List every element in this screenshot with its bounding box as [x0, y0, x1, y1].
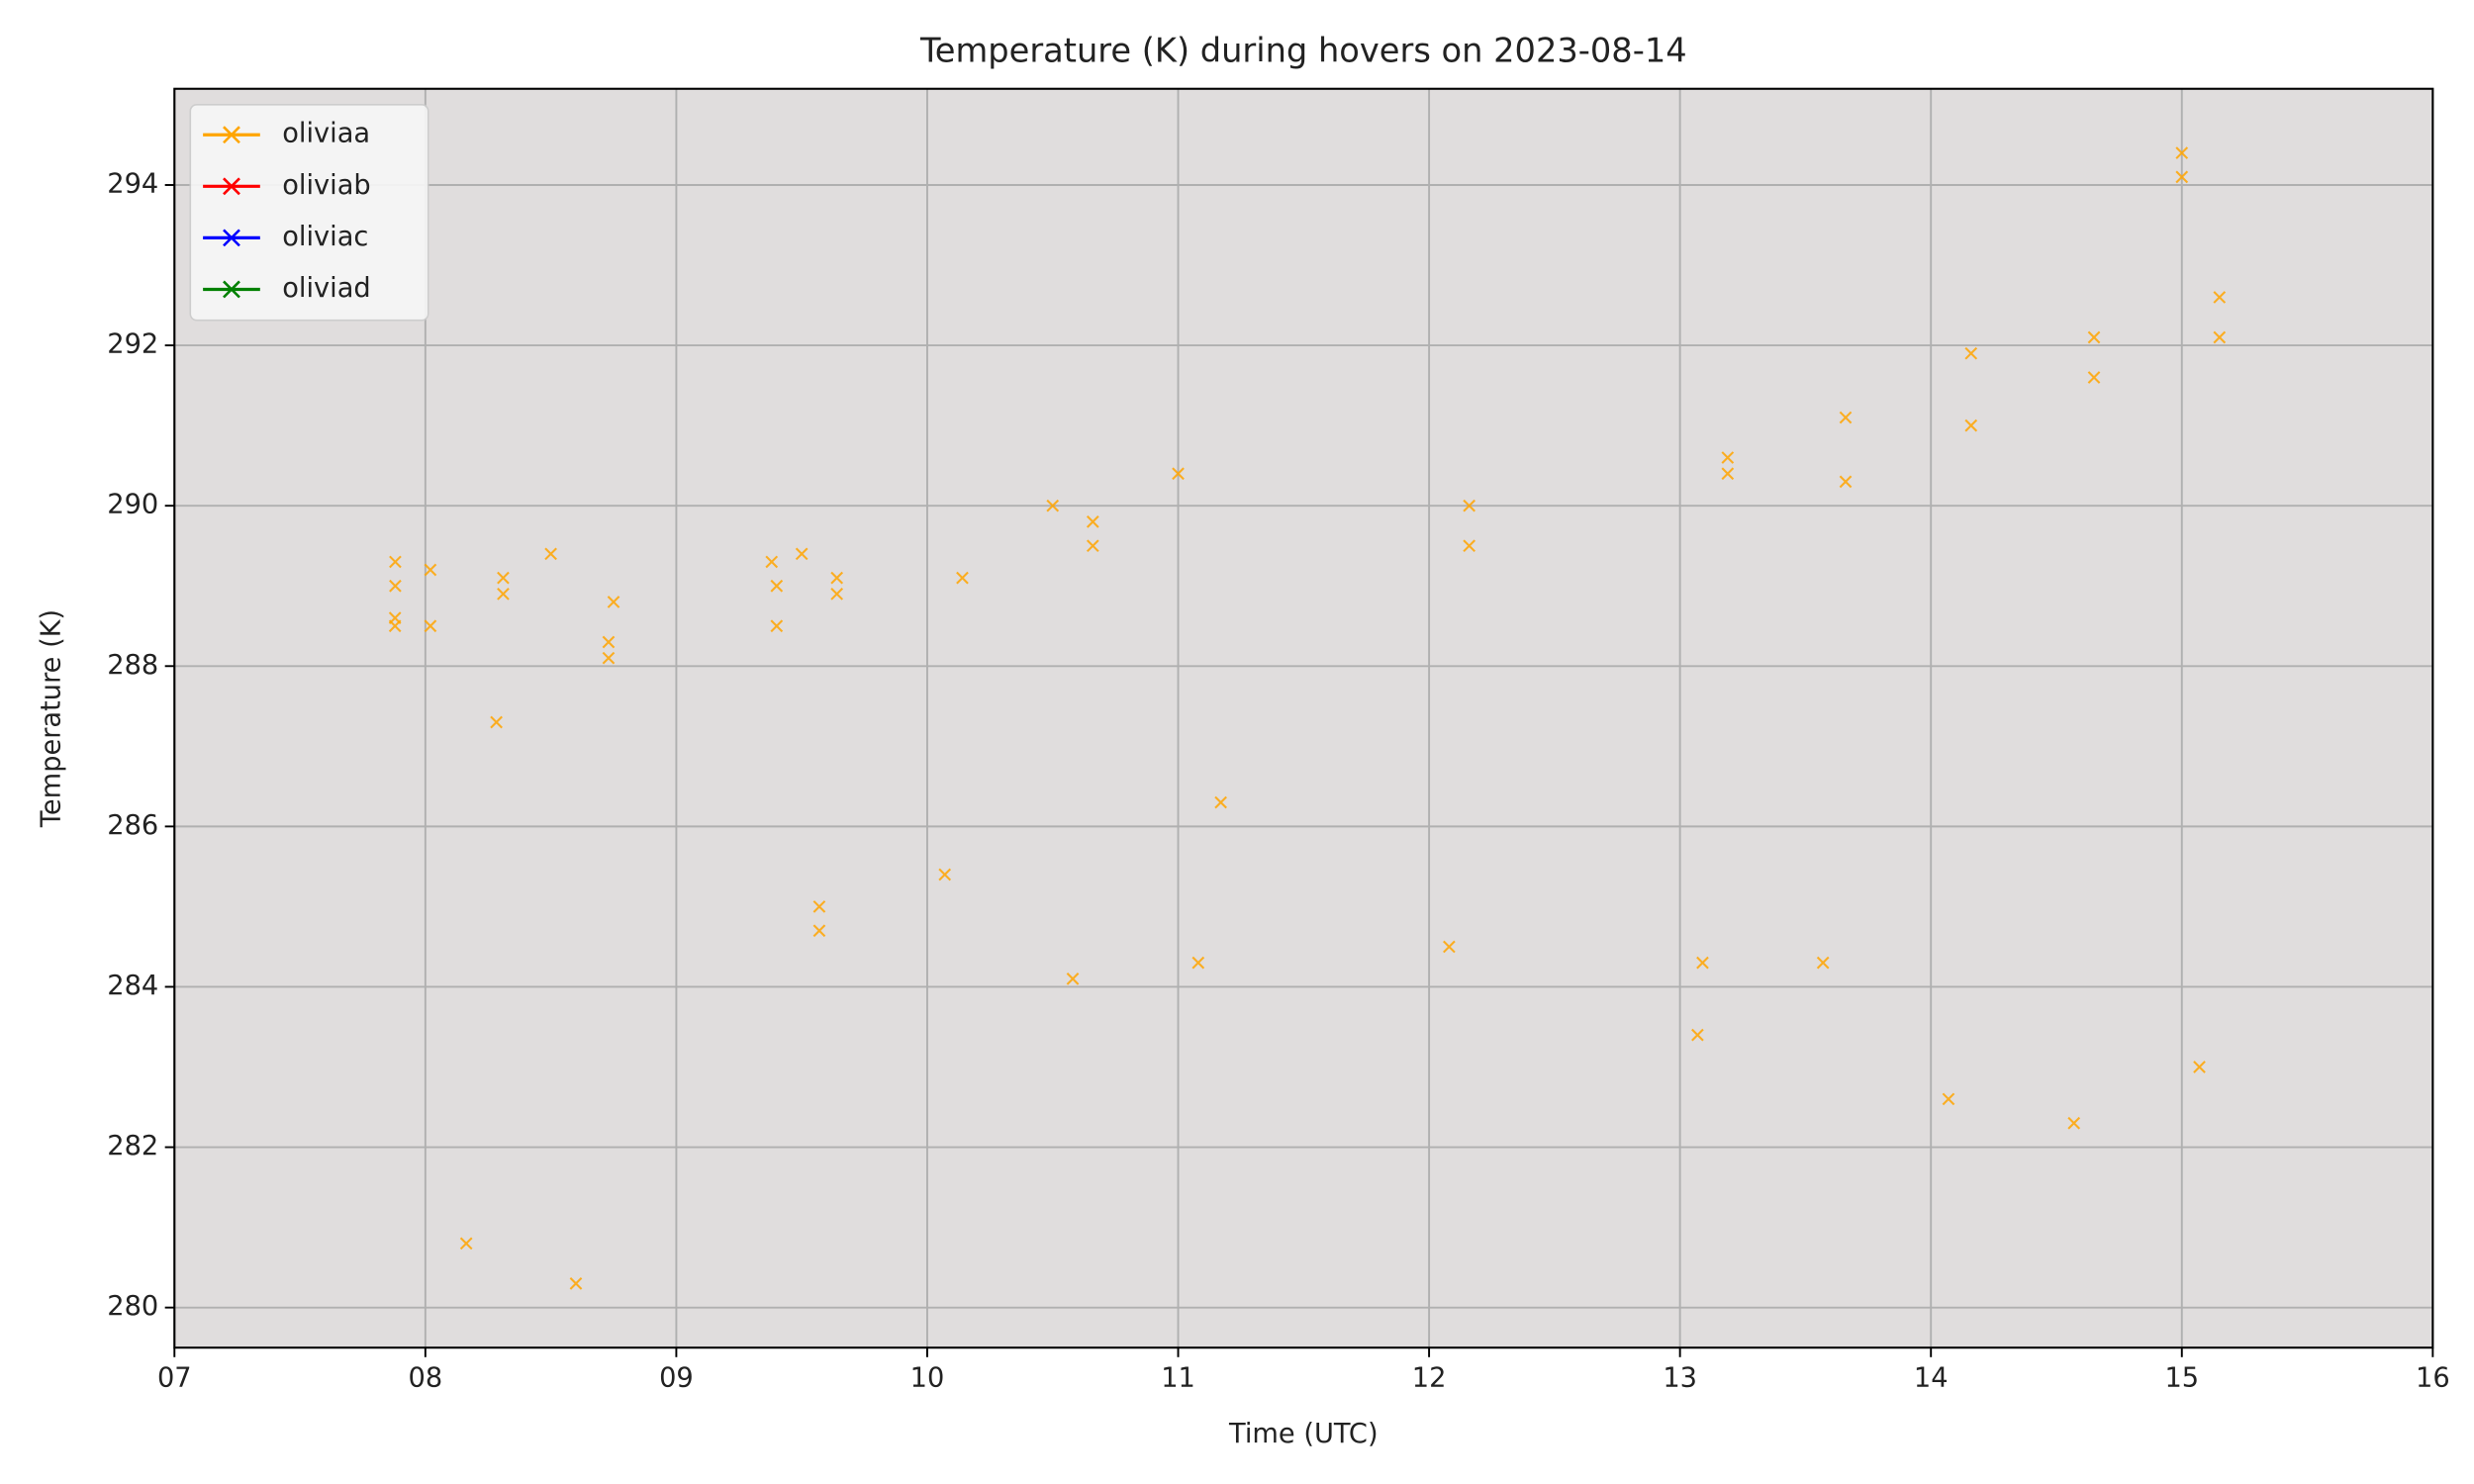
point [2087, 371, 2101, 384]
point [1214, 795, 1227, 809]
legend-label: oliviab [282, 170, 370, 201]
y-tick-label: 280 [107, 1291, 158, 1322]
point [459, 1237, 473, 1251]
legend-marker [223, 280, 240, 299]
point [2193, 1061, 2206, 1073]
point [1691, 1028, 1704, 1042]
y-tick-label: 286 [107, 810, 158, 841]
legend-label: oliviad [282, 273, 370, 304]
x-tick-label: 11 [1161, 1363, 1195, 1394]
x-tick-label: 13 [1663, 1363, 1697, 1394]
point [490, 715, 503, 729]
x-tick-label: 12 [1412, 1363, 1447, 1394]
y-tick-label: 282 [107, 1131, 158, 1161]
point [2175, 146, 2189, 159]
point [1696, 956, 1709, 970]
x-tick-label: 15 [2164, 1363, 2199, 1394]
point [1463, 499, 1476, 512]
point [1839, 411, 1853, 424]
y-axis-label: Temperature (K) [36, 609, 66, 828]
point [569, 1276, 583, 1290]
point [2087, 330, 2101, 344]
y-tick-label: 288 [107, 650, 158, 681]
point [1721, 451, 1735, 464]
point [1191, 956, 1205, 970]
point [602, 635, 616, 649]
point [1942, 1092, 1955, 1106]
point [765, 555, 779, 569]
point [1964, 346, 1978, 360]
point [389, 579, 402, 593]
point [497, 587, 510, 601]
x-tick-label: 09 [659, 1363, 694, 1394]
point [388, 611, 402, 624]
point [2175, 170, 2189, 184]
point [770, 579, 784, 593]
axes-frame [173, 87, 2434, 1349]
point [830, 587, 844, 601]
point [602, 651, 616, 665]
point [389, 555, 402, 569]
point [544, 547, 557, 561]
point [424, 563, 437, 577]
point [607, 596, 620, 608]
point [1172, 467, 1185, 481]
legend-marker [223, 126, 240, 144]
x-axis-label: Time (UTC) [1228, 1419, 1379, 1449]
point [2067, 1116, 2081, 1130]
point [2213, 291, 2227, 304]
point [812, 900, 826, 913]
point [956, 571, 969, 585]
point [830, 571, 844, 585]
legend: oliviaa oliviab oliviac oliviad [189, 103, 429, 322]
legend-box [189, 103, 429, 322]
legend-label: oliviaa [282, 119, 370, 149]
point [795, 547, 809, 561]
chart-title: Temperature (K) during hovers on 2023-08… [919, 31, 1687, 69]
x-tick-label: 08 [409, 1363, 443, 1394]
x-tick-label: 16 [2416, 1363, 2450, 1394]
legend-label: oliviac [282, 222, 368, 252]
point [1086, 539, 1099, 553]
point [770, 619, 784, 633]
point [424, 619, 437, 633]
x-tick-label: 14 [1914, 1363, 1949, 1394]
point [2213, 330, 2227, 344]
x-tick-label: 10 [910, 1363, 945, 1394]
plot-area [174, 88, 2433, 1348]
point [1046, 499, 1060, 512]
point [1443, 940, 1456, 954]
legend-marker [223, 177, 240, 196]
point [1816, 956, 1830, 970]
point [1839, 475, 1853, 489]
point [1721, 467, 1735, 481]
x-tick-label: 07 [157, 1363, 192, 1394]
point [1463, 539, 1476, 553]
point [938, 868, 952, 881]
point [812, 924, 826, 938]
y-tick-label: 284 [107, 971, 158, 1001]
legend-marker [223, 229, 240, 247]
y-tick-label: 294 [107, 168, 158, 199]
point [1066, 973, 1080, 985]
y-tick-label: 290 [107, 490, 158, 520]
y-tick-label: 292 [107, 329, 158, 360]
point [497, 571, 510, 585]
point [1964, 418, 1978, 432]
point [1086, 515, 1099, 528]
